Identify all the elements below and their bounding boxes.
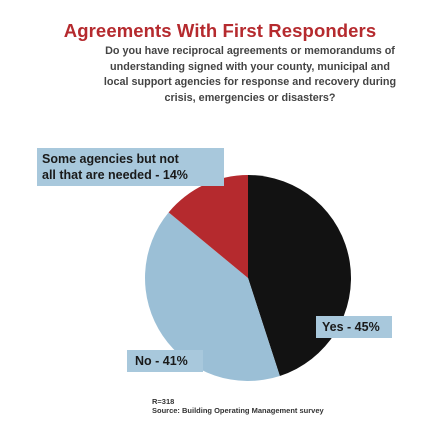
chart-title: Agreements With First Responders: [63, 20, 377, 41]
slice-label-yes: Yes - 45%: [316, 316, 392, 338]
sample-size-note: R=318: [152, 397, 175, 406]
subtitle-line: Do you have reciprocal agreements or mem…: [105, 45, 395, 57]
chart-subtitle: Do you have reciprocal agreements or mem…: [75, 44, 425, 106]
pie-slice-some-agencies: [168, 175, 248, 278]
subtitle-line: crisis, emergencies or disasters?: [164, 91, 336, 104]
pie-slice-no: [145, 212, 280, 381]
slice-label-line: Some agencies but not: [42, 152, 179, 166]
slice-label-no: No - 41%: [127, 350, 203, 372]
slice-label-line: all that are needed - 14%: [42, 168, 188, 182]
subtitle-line: understanding signed with your county, m…: [110, 60, 390, 73]
slice-label-some-agencies: Some agencies but not all that are neede…: [37, 148, 224, 186]
source-note: Source: Building Operating Management su…: [152, 406, 324, 415]
subtitle-line: local support agencies for response and …: [103, 76, 397, 89]
